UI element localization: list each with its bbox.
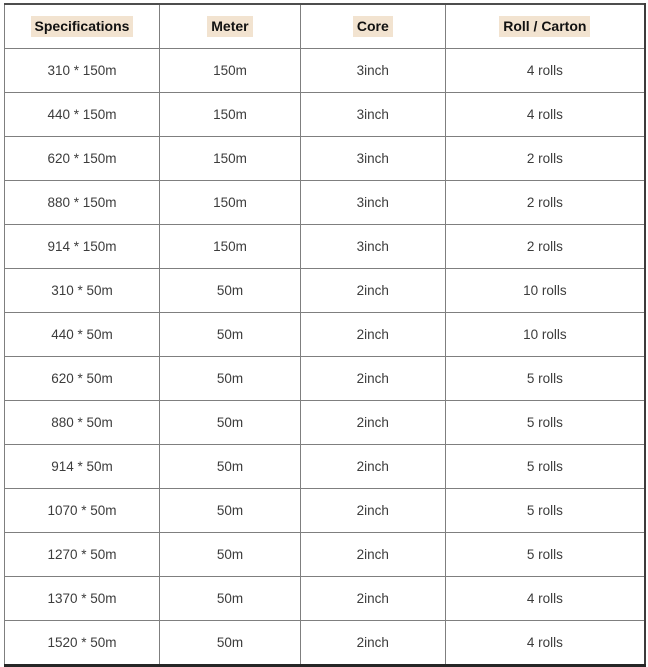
- table-row: 620 * 50m 50m 2inch 5 rolls: [4, 356, 646, 401]
- table-cell: 3inch: [299, 224, 446, 269]
- specification-table: Specifications Meter Core Roll / Carton …: [4, 3, 646, 667]
- table-cell: 150m: [159, 92, 301, 137]
- table-cell: 620 * 50m: [4, 356, 160, 401]
- table-cell: 150m: [159, 224, 301, 269]
- table-cell: 4 rolls: [444, 92, 646, 137]
- table-cell: 50m: [159, 356, 301, 401]
- table-cell: 310 * 50m: [4, 268, 160, 313]
- table-row: 880 * 150m 150m 3inch 2 rolls: [4, 180, 646, 225]
- table-cell: 1270 * 50m: [4, 532, 160, 577]
- table-cell: 50m: [159, 532, 301, 577]
- table-body: 310 * 150m 150m 3inch 4 rolls 440 * 150m 150m…: [4, 48, 646, 666]
- table-cell: 5 rolls: [444, 356, 646, 401]
- table-row: 1070 * 50m 50m 2inch 5 rolls: [4, 488, 646, 533]
- table-cell: 5 rolls: [444, 532, 646, 577]
- table-cell: 1520 * 50m: [4, 620, 160, 666]
- table-cell: 2inch: [299, 444, 446, 489]
- table-row: 440 * 150m 150m 3inch 4 rolls: [4, 92, 646, 137]
- table-cell: 1370 * 50m: [4, 576, 160, 621]
- table-row: 620 * 150m 150m 3inch 2 rolls: [4, 136, 646, 181]
- table-row: 1270 * 50m 50m 2inch 5 rolls: [4, 532, 646, 577]
- table-cell: 50m: [159, 576, 301, 621]
- table-row: 1520 * 50m 50m 2inch 4 rolls: [4, 620, 646, 666]
- table-cell: 2inch: [299, 400, 446, 445]
- table-row: 914 * 50m 50m 2inch 5 rolls: [4, 444, 646, 489]
- column-header-label: Roll / Carton: [499, 16, 591, 37]
- table-cell: 440 * 50m: [4, 312, 160, 357]
- table-cell: 2inch: [299, 312, 446, 357]
- table-cell: 2 rolls: [444, 224, 646, 269]
- table-cell: 150m: [159, 180, 301, 225]
- table-cell: 5 rolls: [444, 444, 646, 489]
- table-cell: 150m: [159, 136, 301, 181]
- table-cell: 2inch: [299, 356, 446, 401]
- table-cell: 310 * 150m: [4, 48, 160, 93]
- table-cell: 3inch: [299, 136, 446, 181]
- table-row: 1370 * 50m 50m 2inch 4 rolls: [4, 576, 646, 621]
- column-header-core: Core: [299, 3, 446, 49]
- table-cell: 2 rolls: [444, 180, 646, 225]
- table-cell: 3inch: [299, 92, 446, 137]
- table-cell: 5 rolls: [444, 400, 646, 445]
- column-header-label: Specifications: [30, 16, 134, 37]
- table-header: Specifications Meter Core Roll / Carton: [4, 3, 646, 49]
- table-cell: 50m: [159, 444, 301, 489]
- table-cell: 50m: [159, 268, 301, 313]
- column-header-label: Meter: [207, 16, 253, 37]
- table-cell: 914 * 150m: [4, 224, 160, 269]
- table-cell: 914 * 50m: [4, 444, 160, 489]
- table-row: 440 * 50m 50m 2inch 10 rolls: [4, 312, 646, 357]
- table-cell: 1070 * 50m: [4, 488, 160, 533]
- column-header-specifications: Specifications: [4, 3, 160, 49]
- table-cell: 50m: [159, 620, 301, 666]
- table-cell: 2inch: [299, 620, 446, 666]
- table-cell: 4 rolls: [444, 48, 646, 93]
- table-cell: 620 * 150m: [4, 136, 160, 181]
- column-header-label: Core: [352, 16, 393, 37]
- table-cell: 3inch: [299, 180, 446, 225]
- table-cell: 2inch: [299, 576, 446, 621]
- header-row: Specifications Meter Core Roll / Carton: [4, 3, 646, 49]
- table-cell: 2inch: [299, 268, 446, 313]
- table-cell: 150m: [159, 48, 301, 93]
- table-row: 310 * 150m 150m 3inch 4 rolls: [4, 48, 646, 93]
- table-cell: 50m: [159, 400, 301, 445]
- table-cell: 440 * 150m: [4, 92, 160, 137]
- table-cell: 880 * 50m: [4, 400, 160, 445]
- table-cell: 4 rolls: [444, 620, 646, 666]
- specification-table-container: Specifications Meter Core Roll / Carton …: [4, 3, 646, 667]
- table-cell: 4 rolls: [444, 576, 646, 621]
- column-header-roll-carton: Roll / Carton: [444, 3, 646, 49]
- table-cell: 10 rolls: [444, 312, 646, 357]
- table-row: 914 * 150m 150m 3inch 2 rolls: [4, 224, 646, 269]
- table-cell: 50m: [159, 488, 301, 533]
- table-cell: 10 rolls: [444, 268, 646, 313]
- table-cell: 880 * 150m: [4, 180, 160, 225]
- table-cell: 2inch: [299, 488, 446, 533]
- table-cell: 3inch: [299, 48, 446, 93]
- table-row: 880 * 50m 50m 2inch 5 rolls: [4, 400, 646, 445]
- column-header-meter: Meter: [159, 3, 301, 49]
- table-cell: 50m: [159, 312, 301, 357]
- table-cell: 2inch: [299, 532, 446, 577]
- table-cell: 5 rolls: [444, 488, 646, 533]
- table-cell: 2 rolls: [444, 136, 646, 181]
- table-row: 310 * 50m 50m 2inch 10 rolls: [4, 268, 646, 313]
